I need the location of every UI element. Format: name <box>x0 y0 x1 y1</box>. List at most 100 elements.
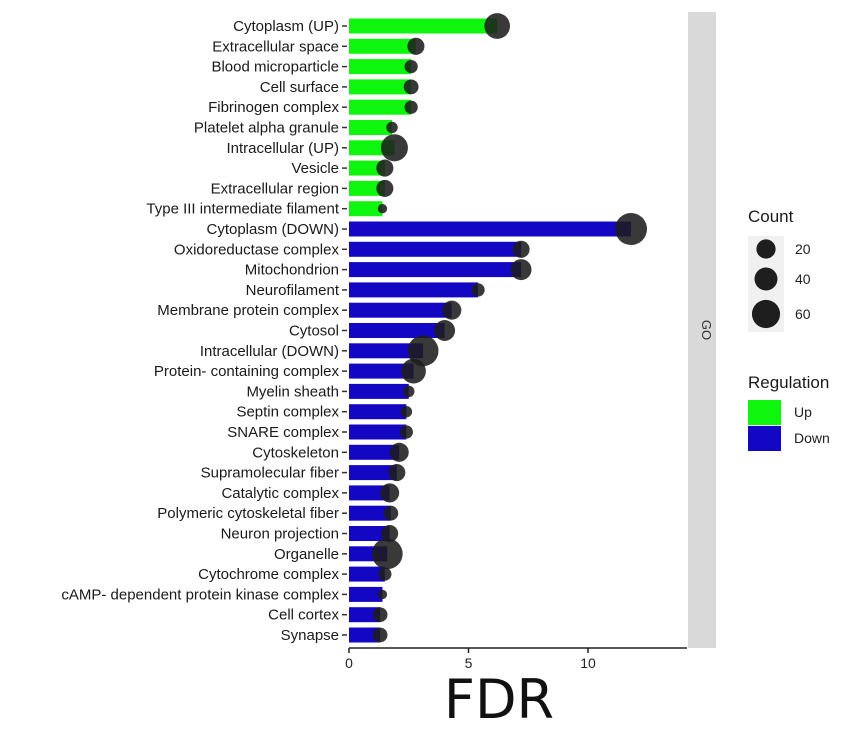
category-label: cAMP- dependent protein kinase complex <box>61 586 339 603</box>
count-bubble <box>404 59 418 74</box>
count-bubble <box>380 134 408 162</box>
facet-strip-label: GO <box>699 320 714 340</box>
bar <box>349 444 400 460</box>
category-label: Platelet alpha granule <box>194 120 339 137</box>
legend-regulation-swatch <box>748 426 781 451</box>
x-axis: 0 5 10 <box>345 647 687 671</box>
count-bubble <box>403 79 419 95</box>
category-label: Extracellular region <box>211 180 339 197</box>
category-label: Oxidoreductase complex <box>174 241 340 258</box>
bar <box>349 282 479 298</box>
y-axis-labels: Cytoplasm (UP) Extracellular space Blood m… <box>61 18 347 644</box>
category-label: Cytoskeleton <box>252 444 339 461</box>
bar <box>349 262 522 278</box>
count-bubble <box>484 13 511 39</box>
bar <box>349 566 385 582</box>
legend-count-label: 20 <box>795 241 811 257</box>
count-bubble <box>442 300 462 320</box>
category-label: Synapse <box>281 627 339 644</box>
count-bubble <box>383 505 399 521</box>
bar <box>349 485 390 501</box>
count-bubble <box>615 213 648 245</box>
count-bubble <box>381 524 399 543</box>
count-bubble <box>377 589 388 600</box>
category-label: Supramolecular fiber <box>201 465 339 482</box>
count-bubble <box>376 159 394 177</box>
legend-count-bubble <box>754 267 778 291</box>
count-bubble <box>404 100 418 114</box>
bar <box>349 505 391 521</box>
count-bubble <box>386 121 398 134</box>
legend-regulation-label: Up <box>794 404 812 420</box>
bubbles <box>371 13 648 643</box>
bar <box>349 465 397 481</box>
category-label: Fibrinogen complex <box>208 99 339 116</box>
x-tick-label: 5 <box>465 655 473 671</box>
bar <box>349 79 412 95</box>
category-label: Cytoplasm (DOWN) <box>206 221 339 238</box>
category-label: Intracellular (DOWN) <box>200 343 339 360</box>
category-label: Organelle <box>274 546 339 563</box>
count-bubble <box>376 179 394 197</box>
count-bubble <box>372 607 388 623</box>
category-label: Cell cortex <box>268 607 339 624</box>
bar <box>349 302 452 318</box>
bar <box>349 586 383 602</box>
count-bubble <box>512 240 530 258</box>
bar <box>349 18 498 34</box>
legend-count-bubble <box>751 299 781 329</box>
count-bubble <box>399 425 413 439</box>
category-label: Neuron projection <box>221 526 339 543</box>
category-label: Intracellular (UP) <box>226 140 339 157</box>
bar <box>349 180 385 196</box>
legend-regulation-label: Down <box>794 430 830 446</box>
category-label: Neurofilament <box>246 282 340 299</box>
x-tick-label: 0 <box>345 655 353 671</box>
bar <box>349 221 632 237</box>
category-label: SNARE complex <box>227 424 339 441</box>
count-bubble <box>403 385 415 398</box>
legend-regulation-swatch <box>748 400 781 425</box>
count-bubble <box>389 442 409 462</box>
bar <box>349 59 412 75</box>
legend-count-title: Count <box>748 207 794 226</box>
bar <box>349 404 407 420</box>
count-bubble <box>380 483 400 503</box>
bar <box>349 526 390 541</box>
count-bubble <box>407 335 439 367</box>
category-label: Catalytic complex <box>221 485 339 502</box>
category-label: Cytochrome complex <box>198 566 339 583</box>
count-bubble <box>510 259 532 281</box>
x-axis-title: FDR <box>444 668 554 729</box>
bar <box>349 120 393 135</box>
legend-regulation-title: Regulation <box>748 373 829 392</box>
category-label: Protein- containing complex <box>154 363 340 380</box>
count-bubble <box>377 204 388 214</box>
bars <box>349 18 632 643</box>
count-bubble <box>407 37 425 55</box>
count-bubble <box>471 283 485 297</box>
category-label: Cytosol <box>289 323 339 340</box>
bar <box>349 241 522 257</box>
count-bubble <box>434 320 456 341</box>
category-label: Mitochondrion <box>245 262 339 279</box>
category-label: Vesicle <box>291 160 339 177</box>
count-bubble <box>388 464 406 482</box>
count-bubble <box>378 567 392 581</box>
bar <box>349 607 381 623</box>
category-label: Cell surface <box>260 79 339 96</box>
category-label: Membrane protein complex <box>157 302 339 319</box>
category-label: Myelin sheath <box>246 383 339 400</box>
bar <box>349 323 445 338</box>
count-bubble <box>372 627 388 643</box>
category-label: Extracellular space <box>212 38 339 55</box>
bar <box>349 201 383 217</box>
count-bubble <box>401 358 426 384</box>
bar <box>349 363 414 379</box>
x-tick-label: 10 <box>580 655 596 671</box>
category-label: Blood microparticle <box>211 59 339 76</box>
bar <box>349 343 424 359</box>
bar <box>349 160 385 176</box>
